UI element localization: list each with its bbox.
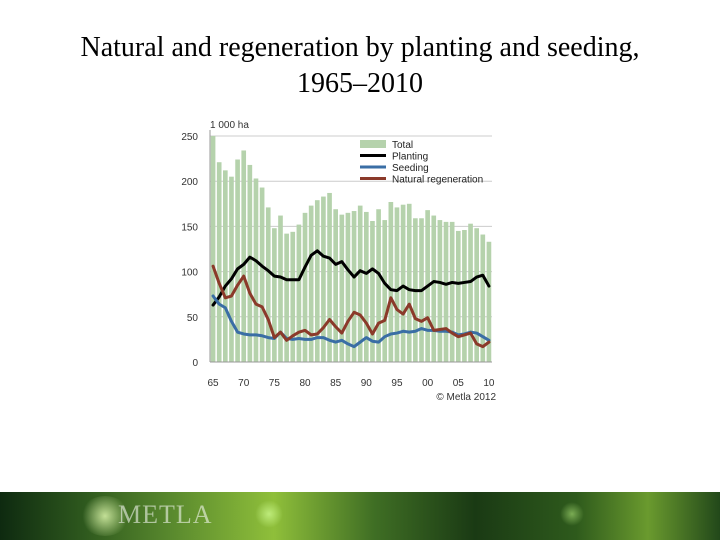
line-planting	[211, 249, 491, 307]
x-tick-label: 65	[208, 378, 220, 389]
bar-total	[235, 159, 240, 362]
bar-total	[351, 211, 357, 362]
bar-total	[400, 204, 406, 362]
x-tick-label: 85	[330, 378, 342, 389]
y-tick-label: 200	[181, 177, 198, 188]
legend-label: Seeding	[392, 163, 429, 174]
chart: 0 50 100 150 200 250 65 70 75 80 85 90 95 00 05 10 1 000…	[170, 112, 510, 412]
bar-total	[480, 234, 486, 362]
bar-total	[241, 150, 247, 362]
footer-band: METLA	[0, 492, 720, 540]
bar-total	[443, 221, 449, 362]
line-natural-regeneration	[211, 264, 491, 349]
footer-glow	[80, 496, 130, 536]
bar-total	[253, 178, 259, 362]
bar-total	[388, 201, 394, 362]
y-tick-label: 100	[181, 268, 198, 279]
bar-total	[382, 220, 388, 362]
copyright-label: © Metla 2012	[436, 392, 496, 403]
bar-total	[290, 231, 296, 362]
x-tick-label: 05	[453, 378, 465, 389]
y-tick-label: 0	[192, 358, 198, 369]
bar-total	[462, 230, 467, 362]
bar-total	[345, 212, 351, 362]
footer-glow	[560, 502, 584, 526]
bar-total	[259, 187, 265, 362]
bar-total	[474, 228, 480, 362]
bar-total	[272, 228, 277, 362]
bar-total	[308, 205, 314, 362]
bar-total	[265, 207, 271, 362]
slide-title: Natural and regeneration by planting and…	[80, 32, 640, 99]
bar-total	[302, 212, 308, 362]
bar-total	[406, 203, 412, 362]
bar-total	[321, 196, 326, 362]
chart-svg: 0 50 100 150 200 250 65 70 75 80 85 90 95 00 05 10 1 000…	[181, 120, 496, 403]
bar-total	[296, 224, 302, 362]
legend-label: Natural regeneration	[392, 175, 483, 186]
bar-total	[278, 215, 283, 362]
footer-glow	[255, 500, 283, 528]
y-tick-label: 50	[187, 313, 199, 324]
bar-total	[216, 162, 222, 362]
bar-total	[455, 230, 461, 362]
legend-label: Planting	[392, 152, 428, 163]
bar-total	[314, 200, 320, 362]
legend-swatch-total	[360, 140, 386, 148]
y-unit-label: 1 000 ha	[210, 120, 249, 131]
bar-total	[486, 241, 492, 362]
bar-total	[468, 223, 473, 362]
bar-total	[222, 170, 228, 362]
x-tick-label: 70	[238, 378, 250, 389]
bar-total	[229, 176, 234, 362]
x-tick-label: 00	[422, 378, 434, 389]
bar-total	[357, 205, 363, 362]
footer-logo: METLA	[118, 500, 213, 529]
bar-total	[449, 221, 455, 362]
legend-label: Total	[392, 140, 413, 151]
x-tick-label: 95	[391, 378, 403, 389]
x-tick-label: 90	[361, 378, 373, 389]
x-tick-label: 75	[269, 378, 281, 389]
bar-total	[327, 192, 332, 362]
bar-total	[339, 214, 345, 362]
bar-total	[284, 233, 289, 362]
bar-total	[247, 164, 253, 362]
bar-total	[431, 215, 437, 362]
bar-total	[210, 136, 216, 362]
bar-total	[437, 220, 443, 362]
bar-total	[363, 211, 369, 362]
x-tick-label: 10	[483, 378, 495, 389]
bar-total	[333, 209, 339, 362]
bar-total	[376, 209, 381, 362]
bar-total	[370, 220, 375, 362]
line-seeding	[211, 294, 491, 349]
bar-total	[394, 207, 400, 362]
y-tick-label: 250	[181, 132, 198, 143]
y-tick-label: 150	[181, 222, 198, 233]
x-tick-label: 80	[299, 378, 311, 389]
